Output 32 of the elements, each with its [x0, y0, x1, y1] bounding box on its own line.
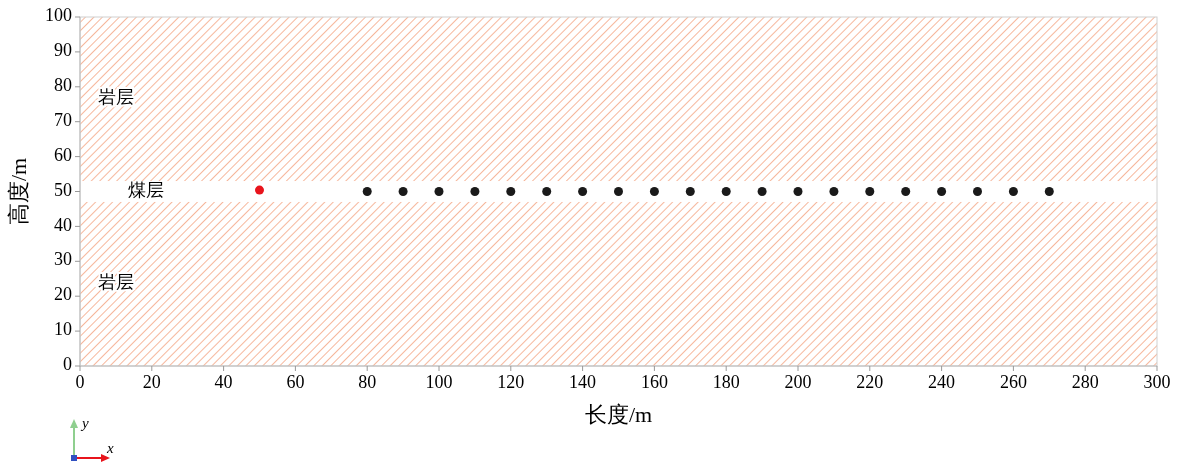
y-tick-label: 100	[45, 5, 72, 26]
x-tick-label: 240	[928, 372, 956, 392]
y-tick-label: 90	[54, 40, 72, 61]
x-tick-label: 220	[856, 372, 884, 392]
y-tick-label: 50	[54, 179, 72, 200]
x-tick-label: 20	[142, 372, 161, 392]
x-tick-label: 40	[214, 372, 233, 392]
y-tick-label: 0	[63, 354, 72, 375]
y-tick-label: 70	[54, 109, 72, 130]
x-axis-title: 长度/m	[584, 402, 653, 427]
y-tick-label: 10	[54, 319, 72, 340]
x-tick-label: 200	[784, 372, 812, 392]
y-tick-label: 60	[54, 144, 72, 165]
y-tick-label: 30	[54, 249, 72, 270]
band-label: 岩层	[98, 272, 134, 293]
x-tick-label: 60	[286, 372, 305, 392]
annotation: 煤层	[128, 179, 164, 200]
x-tick-label: 120	[497, 372, 525, 392]
x-tick-label: 100	[425, 372, 453, 392]
band-label: 岩层	[98, 87, 134, 108]
y-axis-title: 高度/m	[6, 157, 31, 226]
x-tick-label: 80	[358, 372, 377, 392]
x-tick-label: 180	[712, 372, 740, 392]
x-tick-label: 0	[75, 372, 85, 392]
x-tick-label: 280	[1071, 372, 1099, 392]
x-tick-label: 260	[999, 372, 1027, 392]
x-tick-label: 300	[1143, 372, 1171, 392]
x-tick-label: 160	[640, 372, 668, 392]
y-tick-label: 80	[54, 74, 72, 95]
x-tick-label: 140	[569, 372, 597, 392]
y-tick-label: 40	[54, 214, 72, 235]
y-tick-label: 20	[54, 284, 72, 305]
